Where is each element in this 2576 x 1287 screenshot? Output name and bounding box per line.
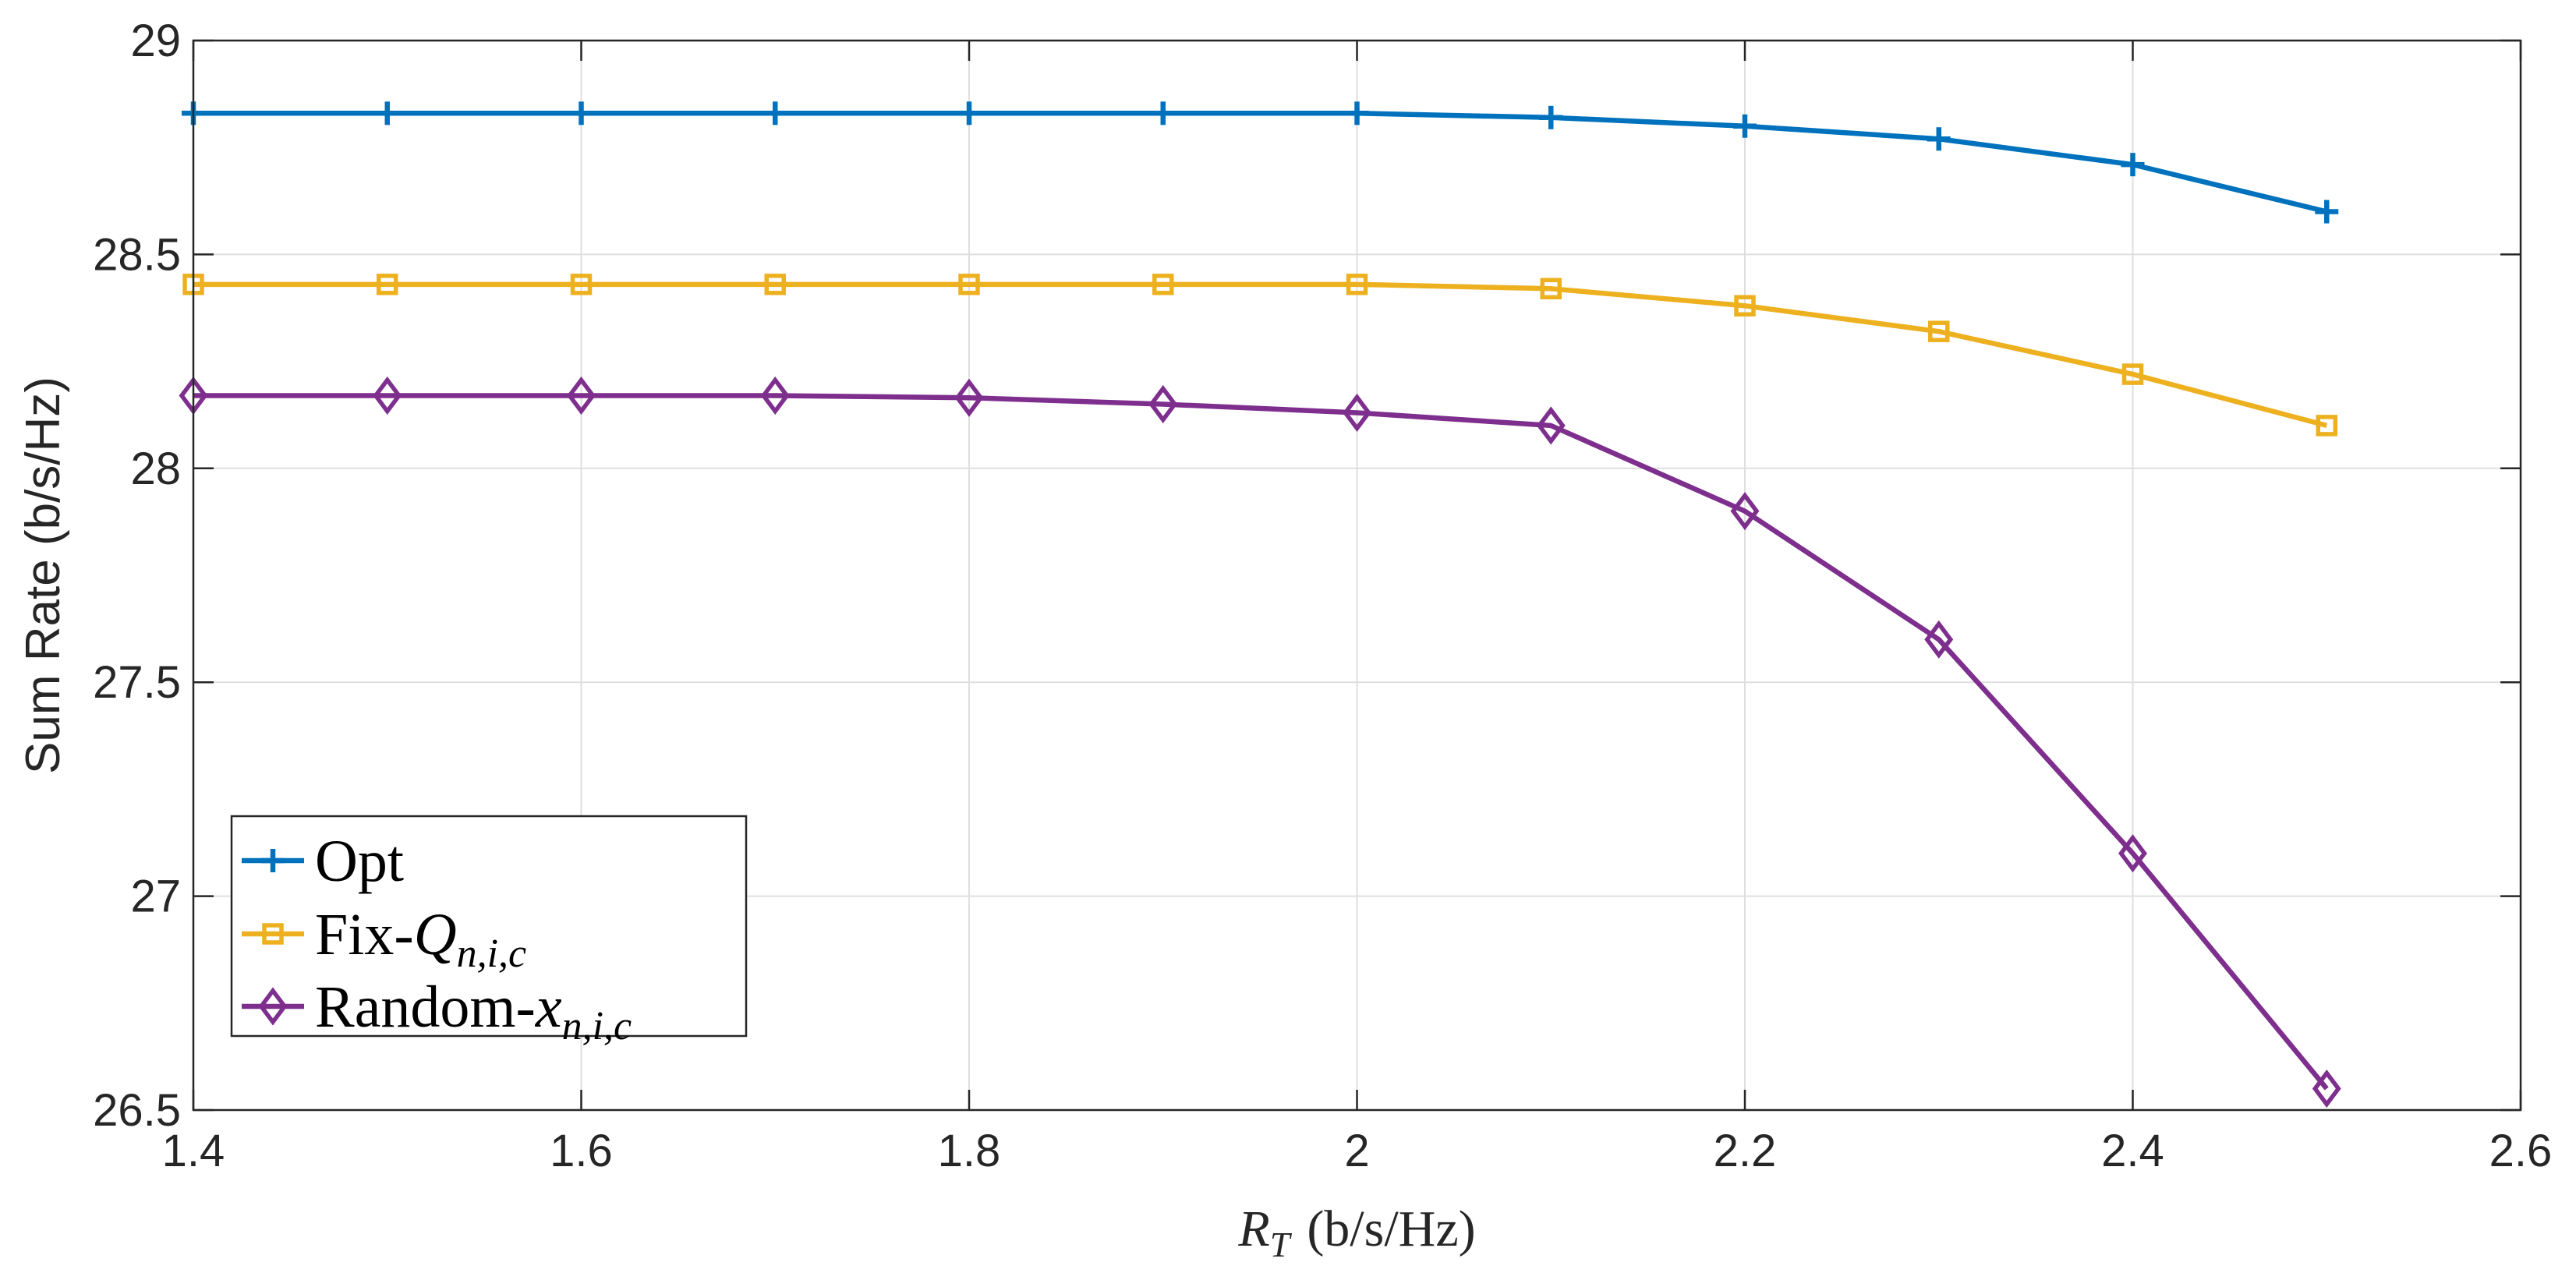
x-axis-label-variable: R [1237,1200,1269,1257]
legend-marker [258,987,288,1026]
x-tick-label: 2.4 [2101,1126,2164,1176]
y-tick-label: 27 [130,872,181,922]
data-point [760,376,790,415]
y-axis-label: Sum Rate (b/s/Hz) [16,377,70,774]
data-point [1734,295,1756,317]
data-point [375,101,399,126]
x-tick-label: 2.2 [1714,1126,1777,1176]
data-point [377,274,398,295]
data-point [1536,406,1566,445]
x-tick-label: 1.6 [550,1126,613,1176]
y-tick-label: 28 [130,444,181,494]
y-tick-label: 29 [130,16,181,66]
series-line [193,393,2329,1091]
data-point [1346,274,1368,295]
data-point [2121,153,2145,177]
data-point [764,274,786,295]
data-point [569,101,593,126]
x-tick-label: 2 [1344,1126,1369,1176]
data-point [1733,114,1757,138]
legend-label-text: Random- [315,974,536,1040]
data-point [957,101,981,126]
legend-label-math: x [535,974,562,1040]
x-tick-label: 1.8 [938,1126,1001,1176]
legend-label-math: Q [414,902,457,967]
data-point [763,101,787,126]
data-point [1539,105,1563,129]
x-tick-label: 2.6 [2489,1126,2553,1176]
data-point [1345,101,1369,126]
legend-item: Fix-Qn,i,c [242,902,526,976]
legend-label-text: Opt [315,829,404,894]
y-tick-label: 26.5 [93,1085,181,1136]
x-axis-label-unit: (b/s/Hz) [1307,1200,1475,1257]
data-point [1148,384,1178,424]
legend-label-text: Fix- [315,902,414,967]
legend-marker [261,849,285,872]
data-point [1928,320,1950,342]
series-2 [179,376,2341,1108]
data-point [1151,101,1175,126]
data-point [958,274,980,295]
x-axis-label: RT (b/s/Hz) [1237,1200,1475,1264]
data-point [954,378,984,417]
data-point [1540,278,1562,300]
data-point [570,274,593,295]
series-layer [179,101,2341,1108]
data-point [1343,393,1371,433]
legend-label: Opt [315,829,404,894]
legend-box [230,815,748,1038]
series-0 [182,101,2339,224]
legend-marker [262,923,284,945]
axis-ticks: 1.4 1.6 1.8 2 2.2 2.4 2.6 26.5 27 27.5 28 28.5 29 [93,16,2552,1176]
data-point [2315,200,2339,224]
legend-item: Random-xn,i,c [242,974,632,1048]
series-line [193,281,2328,429]
data-point [2312,1069,2341,1108]
data-point [2316,415,2337,437]
series-line [193,111,2328,214]
legend-label: Random-xn,i,c [315,974,632,1048]
data-point [1927,127,1951,151]
data-point [1730,492,1760,531]
x-axis-label-subscript: T [1270,1225,1293,1264]
legend-label: Fix-Qn,i,c [315,902,526,976]
legend-label-subscript: n,i,c [562,1004,632,1048]
data-point [373,376,402,415]
y-tick-label: 28.5 [93,229,181,280]
data-point [1924,620,1954,659]
legend-item: Opt [242,829,404,894]
x-tick-label: 1.4 [162,1126,225,1176]
legend-label-subscript: n,i,c [457,932,527,976]
y-tick-label: 27.5 [93,657,181,708]
data-point [2121,363,2144,385]
data-point [1152,274,1174,295]
data-point [567,376,596,415]
data-point [2118,834,2147,873]
